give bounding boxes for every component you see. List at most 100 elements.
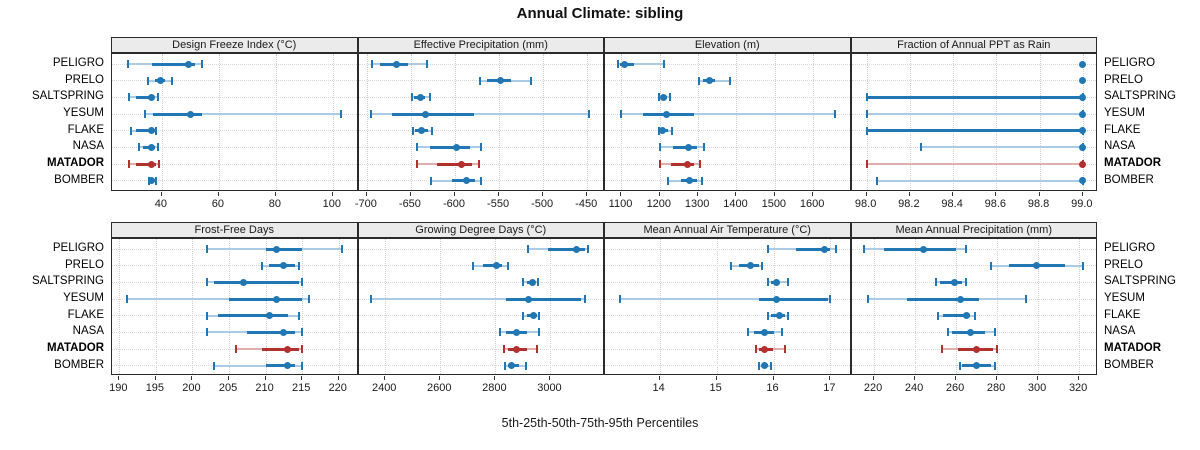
box-25-75: [866, 95, 1083, 99]
panel-effective-precipitation-mm: [357, 53, 604, 191]
gridline: [587, 54, 589, 190]
whisker-cap-low: [126, 60, 129, 68]
whisker-cap-high: [834, 110, 837, 118]
axis-tick-label: 3000: [537, 382, 562, 394]
median-dot: [1079, 93, 1087, 101]
row-guide: [851, 63, 1097, 65]
site-label-left-saltspring: SALTSPRING: [32, 275, 104, 288]
median-dot: [919, 245, 927, 253]
gridline: [996, 54, 998, 190]
axis-tick-label: 200: [182, 382, 201, 394]
axis-tick: [873, 376, 875, 380]
median-dot: [186, 110, 194, 118]
box-25-75: [229, 297, 303, 301]
gridline: [543, 54, 545, 190]
gridline: [813, 54, 815, 190]
gridline: [830, 239, 832, 374]
whisker-5-95: [866, 163, 1083, 166]
whisker-cap-low: [959, 361, 962, 370]
gridline: [1039, 54, 1041, 190]
whisker-cap-high: [538, 311, 541, 320]
whisker-cap-low: [129, 126, 132, 135]
gridline: [550, 239, 552, 374]
whisker-cap-high: [425, 60, 428, 68]
median-dot: [280, 262, 288, 270]
site-label-right-prelo: PRELO: [1104, 258, 1143, 271]
row-guide: [358, 348, 604, 350]
whisker-cap-high: [965, 278, 968, 287]
whisker-5-95: [618, 63, 665, 65]
whisker-5-95: [126, 298, 310, 300]
box-25-75: [218, 314, 288, 318]
whisker-cap-low: [143, 110, 146, 118]
whisker-cap-high: [506, 261, 509, 270]
whisker-cap-high: [769, 361, 772, 370]
whisker-5-95: [214, 364, 303, 367]
whisker-cap-high: [835, 245, 838, 253]
row-guide: [605, 281, 850, 283]
panel-strip-mean-annual-precipitation-mm: Mean Annual Precipitation (mm): [850, 222, 1097, 238]
median-dot: [156, 77, 164, 85]
whisker-cap-low: [755, 345, 758, 354]
gridline: [774, 54, 776, 190]
axis-tick-label: 17: [823, 382, 836, 394]
gridline: [302, 239, 304, 374]
whisker-cap-high: [479, 176, 482, 185]
median-dot: [529, 278, 537, 286]
gridline: [997, 239, 999, 374]
panel-strip-growing-degree-days-c: Growing Degree Days (°C): [357, 222, 604, 238]
whisker-cap-low: [658, 143, 661, 152]
site-label-left-yesum: YESUM: [63, 292, 104, 304]
whisker-cap-low: [478, 76, 481, 85]
whisker-cap-high: [537, 278, 540, 287]
whisker-cap-low: [206, 245, 209, 253]
box-25-75: [136, 129, 155, 133]
box-25-75: [482, 264, 503, 268]
axis-tick: [620, 191, 622, 196]
gridline: [915, 239, 917, 374]
row-guide: [605, 163, 850, 165]
median-dot: [684, 143, 692, 151]
row-guide: [112, 265, 357, 267]
median-dot: [512, 328, 520, 336]
whisker-cap-low: [934, 278, 937, 287]
whisker-cap-high: [301, 345, 304, 354]
row-guide: [112, 80, 357, 82]
whisker-cap-high: [663, 60, 666, 68]
row-guide: [605, 63, 850, 65]
median-dot: [273, 295, 281, 303]
median-dot: [973, 362, 981, 370]
row-guide: [358, 315, 604, 317]
whisker-cap-high: [1082, 261, 1085, 270]
whisker-cap-low: [865, 160, 868, 169]
whisker-cap-high: [200, 60, 203, 68]
whisker-cap-high: [783, 345, 786, 354]
chart-title: Annual Climate: sibling: [516, 5, 684, 22]
whisker-cap-high: [781, 328, 784, 337]
whisker-cap-high: [996, 345, 999, 354]
whisker-cap-high: [583, 295, 586, 303]
whisker-cap-low: [472, 261, 475, 270]
gridline: [736, 54, 738, 190]
median-dot: [493, 262, 501, 270]
box-25-75: [506, 297, 581, 301]
axis-tick-label: 190: [109, 382, 128, 394]
axis-caption: 5th-25th-50th-75th-95th Percentiles: [501, 416, 699, 430]
axis-tick-label: 280: [986, 382, 1006, 394]
whisker-cap-low: [876, 176, 879, 185]
axis-tick-label: 40: [154, 197, 167, 210]
site-label-right-nasa: NASA: [1104, 140, 1136, 153]
gridline: [161, 54, 163, 190]
axis-tick-label: 220: [328, 382, 347, 394]
whisker-cap-low: [936, 311, 939, 320]
whisker-cap-high: [671, 126, 674, 135]
row-guide: [605, 248, 850, 250]
axis-tick: [658, 376, 660, 380]
row-guide: [605, 96, 850, 98]
site-label-right-yesum: YESUM: [1104, 107, 1145, 119]
panel-strip-fraction-of-annual-ppt-as-rain: Fraction of Annual PPT as Rain: [850, 37, 1097, 53]
whisker-cap-low: [371, 60, 374, 68]
median-dot: [620, 60, 628, 68]
panel-strip-frost-free-days: Frost-Free Days: [111, 222, 358, 238]
gridline: [659, 54, 661, 190]
